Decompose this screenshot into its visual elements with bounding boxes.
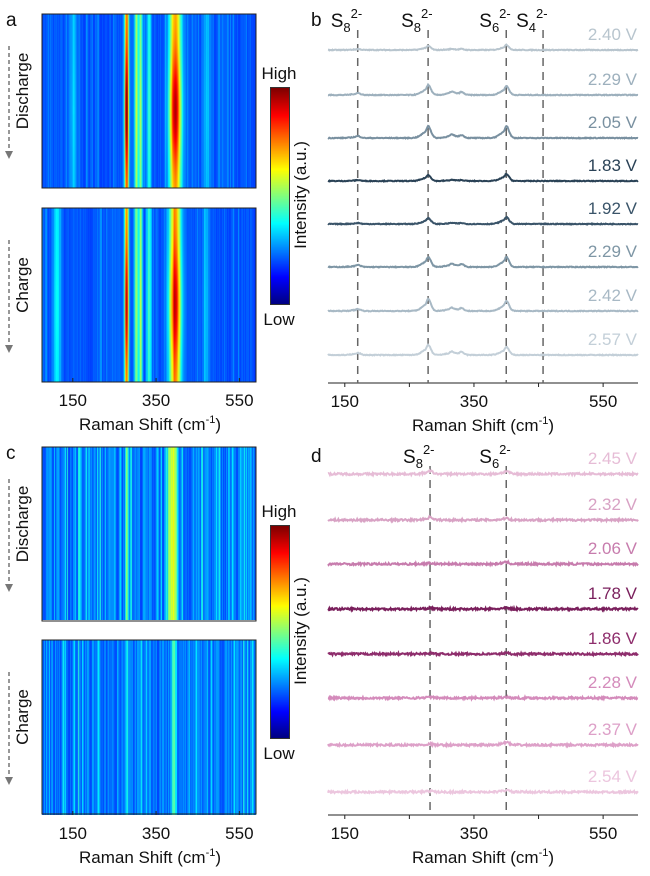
x-axis-label: Raman Shift (cm-1) [412, 847, 554, 867]
peak-marker-label: S82- [403, 442, 434, 471]
spectrum-voltage-label: 2.42 V [588, 286, 638, 305]
spectrum-voltage-label: 2.05 V [588, 113, 638, 132]
colorbar-high-label: High [262, 64, 297, 83]
x-tick-label: 150 [59, 391, 87, 410]
colorbar-high-label: High [262, 502, 297, 521]
x-tick-label: 350 [142, 391, 170, 410]
spectrum-line [327, 255, 639, 269]
spectrum-line [327, 124, 639, 140]
spectrum-voltage-label: 2.54 V [588, 767, 638, 786]
spectrum-line [327, 297, 639, 313]
spectrum-voltage-label: 2.37 V [588, 720, 638, 739]
heatmap-frame [41, 13, 257, 189]
heatmap-side-label: Discharge [13, 53, 32, 130]
arrow-down-icon [5, 777, 13, 785]
heatmap-side-label: Charge [13, 689, 32, 745]
spectrum-voltage-label: 1.92 V [588, 199, 638, 218]
colorbar-low-label: Low [263, 310, 295, 329]
spectrum-voltage-label: 2.32 V [588, 495, 638, 514]
x-tick-label: 550 [589, 824, 617, 843]
spectrum-voltage-label: 1.83 V [588, 156, 638, 175]
spectrum-line [327, 788, 639, 796]
colorbar-a [270, 87, 290, 305]
peak-marker-label: S62- [479, 6, 510, 35]
spectrum-voltage-label: 1.78 V [588, 584, 638, 603]
peak-marker-label: S82- [331, 6, 362, 35]
spectrum-line [327, 343, 639, 357]
spectrum-line [327, 604, 639, 613]
spectrum-voltage-label: 2.45 V [588, 449, 638, 468]
colorbar-title: Intensity (a.u.) [291, 577, 310, 685]
spectrum-voltage-label: 2.57 V [588, 330, 638, 349]
spectrum-line [327, 559, 639, 568]
x-tick-label: 350 [460, 824, 488, 843]
heatmap-frame [41, 639, 257, 815]
spectrum-line [327, 43, 639, 52]
arrow-down-icon [5, 584, 13, 592]
spectrum-voltage-label: 2.29 V [588, 70, 638, 89]
spectrum-line [327, 82, 639, 97]
x-tick-label: 550 [225, 824, 253, 843]
heatmap-a-discharge [42, 14, 256, 188]
spectrum-line [327, 514, 639, 524]
spectrum-line [327, 694, 639, 702]
peak-marker-label: S62- [479, 442, 510, 471]
colorbar-low-label: Low [263, 744, 295, 763]
panel-label-b: b [311, 10, 322, 31]
panel-label-a: a [6, 10, 17, 31]
x-tick-label: 350 [460, 392, 488, 411]
colorbar-title: Intensity (a.u.) [291, 141, 310, 249]
x-tick-label: 550 [589, 392, 617, 411]
heatmap-frame [41, 207, 257, 383]
heatmap-c-discharge [42, 447, 256, 620]
spectrum-line [327, 649, 639, 658]
spectrum-voltage-label: 2.28 V [588, 673, 638, 692]
spectrum-voltage-label: 2.40 V [588, 25, 638, 44]
x-axis-label: Raman Shift (cm-1) [79, 847, 221, 867]
peak-marker-label: S42- [516, 6, 547, 35]
heatmap-frame [41, 446, 257, 622]
arrow-down-icon [5, 345, 13, 353]
panel-label-c: c [6, 443, 16, 464]
spectrum-line [327, 468, 639, 478]
colorbar-c [270, 525, 290, 739]
spectrum-voltage-label: 2.06 V [588, 539, 638, 558]
heatmap-side-label: Charge [13, 257, 32, 313]
x-tick-label: 150 [331, 824, 359, 843]
panel-label-d: d [311, 446, 322, 467]
spectrum-voltage-label: 2.29 V [588, 242, 638, 261]
x-axis-label: Raman Shift (cm-1) [412, 415, 554, 435]
x-tick-label: 150 [331, 392, 359, 411]
heatmap-c-charge [42, 640, 256, 815]
x-tick-label: 350 [142, 824, 170, 843]
spectrum-line [327, 739, 639, 749]
arrow-down-icon [5, 151, 13, 159]
x-axis-label: Raman Shift (cm-1) [79, 414, 221, 434]
heatmap-side-label: Discharge [13, 486, 32, 563]
spectrum-voltage-label: 1.86 V [588, 629, 638, 648]
x-tick-label: 550 [225, 391, 253, 410]
heatmap-a-charge [42, 208, 256, 382]
peak-marker-label: S82- [401, 6, 432, 35]
x-tick-label: 150 [59, 824, 87, 843]
spectrum-line [327, 173, 639, 183]
spectrum-line [327, 215, 639, 226]
